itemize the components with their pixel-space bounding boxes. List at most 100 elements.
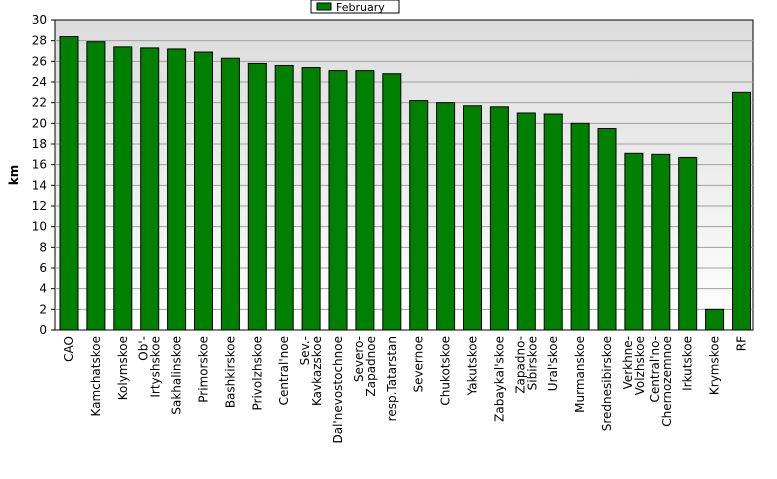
x-tick-label: Chukotskoe <box>439 336 453 406</box>
x-tick-label: Verkhne-Volzhskoe <box>621 336 647 395</box>
x-tick-label-line: Sakhalinskoe <box>170 336 184 415</box>
bar <box>409 100 429 331</box>
x-tick-label: Primorskoe <box>197 336 211 403</box>
bar <box>113 46 133 331</box>
bar <box>140 47 160 331</box>
y-axis-label: km <box>7 165 21 185</box>
x-tick-label: resp.Tatarstan <box>385 336 399 421</box>
x-tick-label: Irkutskoe <box>681 336 695 391</box>
x-tick-label-line: Murmanskoe <box>573 336 587 413</box>
x-tick-label-line: Srednesibirskoe <box>600 336 614 431</box>
bar <box>86 41 106 331</box>
x-tick-label: Sakhalinskoe <box>170 336 184 415</box>
x-tick-label-line: Kavkazskoe <box>310 336 324 406</box>
y-tick-label: 6 <box>39 261 47 275</box>
x-tick-label: Srednesibirskoe <box>600 336 614 431</box>
bar <box>732 91 751 331</box>
bar <box>624 152 644 331</box>
x-tick-label: Krymskoe <box>708 336 722 395</box>
bar <box>274 64 294 331</box>
x-tick-label: Central'no-Chernozemnoe <box>648 336 674 427</box>
x-tick-label: Zapadno-Sibirskoe <box>513 336 539 394</box>
y-tick-label: 22 <box>32 96 47 110</box>
bar <box>597 128 617 331</box>
x-tick-label: Severo-Zapadnoe <box>352 336 378 397</box>
y-tick-label: 14 <box>32 178 47 192</box>
x-tick-label: Severnoe <box>412 336 426 393</box>
bar <box>355 70 375 331</box>
x-tick-label-line: Yakutskoe <box>466 336 480 396</box>
x-tick-label-line: Kamchatskoe <box>89 336 103 416</box>
x-tick-label-line: Irtyshskoe <box>149 336 163 398</box>
x-tick-label-line: Central'noe <box>277 336 291 405</box>
x-tick-label-line: Severo- <box>352 336 366 382</box>
y-tick-label: 16 <box>32 158 47 172</box>
y-tick-label: 2 <box>39 302 47 316</box>
x-tick-label: Privolzhskoe <box>250 336 264 410</box>
legend-swatch <box>316 2 332 11</box>
y-tick-label: 8 <box>39 240 47 254</box>
bar <box>705 308 725 331</box>
y-tick-label: 24 <box>32 75 47 89</box>
x-tick-label: Dal'nevostochnoe <box>331 336 345 444</box>
y-tick-label: 12 <box>32 199 47 213</box>
x-tick-label: Ob'-Irtyshskoe <box>137 336 163 398</box>
x-tick-label-line: Irkutskoe <box>681 336 695 391</box>
y-tick-label: 4 <box>39 282 47 296</box>
bar <box>382 73 402 331</box>
x-tick-label-line: Privolzhskoe <box>250 336 264 410</box>
plot-area <box>54 19 754 331</box>
x-tick-label-line: Verkhne- <box>621 336 635 389</box>
y-tick-label: 26 <box>32 54 47 68</box>
x-axis-labels: CAO Kamchatskoe Kolymskoe Ob'-Irtyshskoe Sak… <box>62 336 749 444</box>
x-tick-label: Kamchatskoe <box>89 336 103 416</box>
x-tick-label: Ural'skoe <box>546 336 560 391</box>
x-tick-label-line: RF <box>735 336 749 351</box>
x-tick-label: Kolymskoe <box>116 336 130 400</box>
x-tick-label-line: Central'no- <box>648 336 662 403</box>
x-tick-label-line: Chukotskoe <box>439 336 453 406</box>
x-tick-label-line: Primorskoe <box>197 336 211 403</box>
bar <box>516 112 536 331</box>
x-tick-label: Bashkirskoe <box>223 336 237 408</box>
x-tick-label-line: Bashkirskoe <box>223 336 237 408</box>
bar <box>489 106 509 331</box>
legend: February <box>310 0 400 14</box>
x-tick-label-line: Sev.- <box>298 336 312 365</box>
bar <box>220 57 240 331</box>
x-tick-label-line: Zapadno- <box>513 336 527 394</box>
bar <box>328 70 348 331</box>
x-tick-label-line: Ural'skoe <box>546 336 560 391</box>
x-tick-label-line: resp.Tatarstan <box>385 336 399 421</box>
y-tick-label: 0 <box>39 323 47 337</box>
legend-label: February <box>336 1 385 14</box>
x-tick-label-line: Chernozemnoe <box>660 336 674 427</box>
x-tick-label-line: Volzhskoe <box>633 336 647 395</box>
bars <box>59 36 751 331</box>
x-tick-label-line: Dal'nevostochnoe <box>331 336 345 444</box>
x-tick-label-line: CAO <box>62 336 76 362</box>
x-tick-label: Yakutskoe <box>466 336 480 396</box>
x-tick-label: Sev.-Kavkazskoe <box>298 336 324 406</box>
x-tick-label-line: Krymskoe <box>708 336 722 395</box>
y-tick-label: 28 <box>32 34 47 48</box>
x-tick-label-line: Ob'- <box>137 336 151 361</box>
bar <box>651 153 671 331</box>
bar <box>167 48 187 331</box>
x-tick-label-line: Zabaykal'skoe <box>492 336 506 422</box>
bar <box>247 62 267 331</box>
bar <box>436 102 456 331</box>
bar <box>678 156 698 331</box>
y-tick-label: 30 <box>32 13 47 27</box>
x-tick-label: Central'noe <box>277 336 291 405</box>
x-tick-label-line: Severnoe <box>412 336 426 393</box>
x-tick-label-line: Kolymskoe <box>116 336 130 400</box>
bar <box>463 105 482 331</box>
legend-box <box>310 0 400 14</box>
x-tick-label-line: Sibirskoe <box>525 336 539 390</box>
bar <box>301 67 321 331</box>
x-tick-label-line: Zapadnoe <box>364 336 378 397</box>
y-tick-label: 18 <box>32 137 47 151</box>
